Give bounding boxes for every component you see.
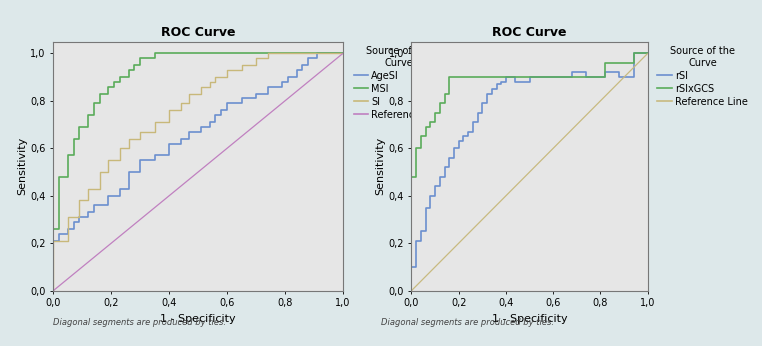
Y-axis label: Sensitivity: Sensitivity (18, 137, 27, 195)
Title: ROC Curve: ROC Curve (492, 26, 567, 39)
Title: ROC Curve: ROC Curve (161, 26, 235, 39)
Text: Diagonal segments are produced by ties.: Diagonal segments are produced by ties. (381, 318, 554, 327)
Text: Diagonal segments are produced by ties.: Diagonal segments are produced by ties. (53, 318, 226, 327)
X-axis label: 1 - Specificity: 1 - Specificity (491, 314, 568, 324)
Legend: AgeSI, MSI, SI, Reference Line: AgeSI, MSI, SI, Reference Line (354, 46, 444, 120)
X-axis label: 1 - Specificity: 1 - Specificity (160, 314, 236, 324)
Legend: rSI, rSIxGCS, Reference Line: rSI, rSIxGCS, Reference Line (658, 46, 748, 107)
Y-axis label: Sensitivity: Sensitivity (376, 137, 386, 195)
